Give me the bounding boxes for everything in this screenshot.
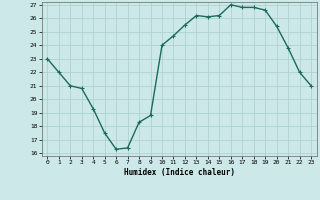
X-axis label: Humidex (Indice chaleur): Humidex (Indice chaleur) — [124, 168, 235, 177]
